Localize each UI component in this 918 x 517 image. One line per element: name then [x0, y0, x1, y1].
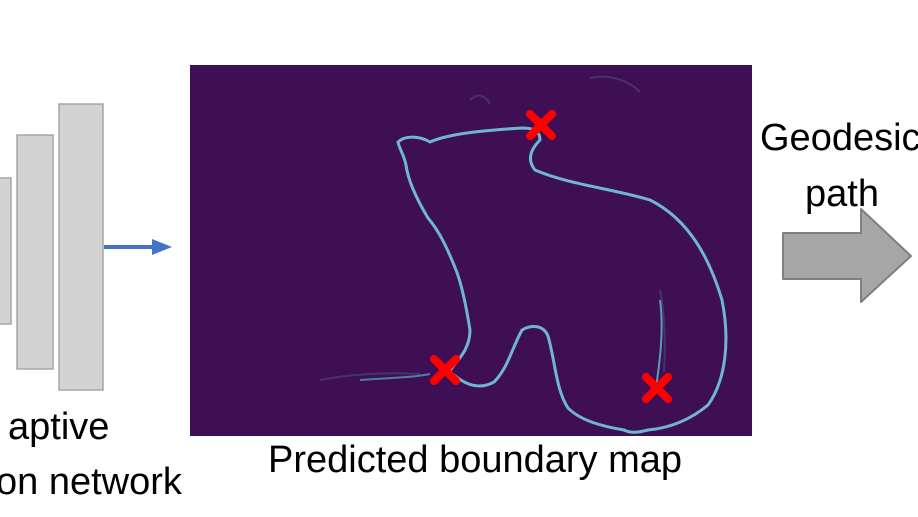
boundary-edge [396, 126, 728, 434]
boundary-edge-spur-2 [359, 373, 431, 381]
gray-block-arrow [782, 208, 912, 303]
geodesic-label-line1: Geodesic [760, 117, 918, 159]
network-layers [0, 103, 104, 391]
boundary-map-caption: Predicted boundary map [268, 439, 683, 481]
network-layer-1 [0, 177, 12, 325]
network-label-line2: on network [0, 461, 182, 503]
network-layer-2 [16, 134, 54, 370]
boundary-map [190, 65, 752, 436]
faint-edges [319, 75, 666, 381]
x-marker-icon [526, 110, 556, 140]
x-marker-icon [430, 355, 460, 385]
x-marker-icon [642, 373, 672, 403]
network-layer-3 [58, 103, 104, 391]
network-label-line1: aptive [8, 406, 110, 448]
boundary-edge-spur [655, 299, 663, 389]
blue-arrow [104, 239, 172, 255]
geodesic-label-line2: path [805, 173, 879, 215]
